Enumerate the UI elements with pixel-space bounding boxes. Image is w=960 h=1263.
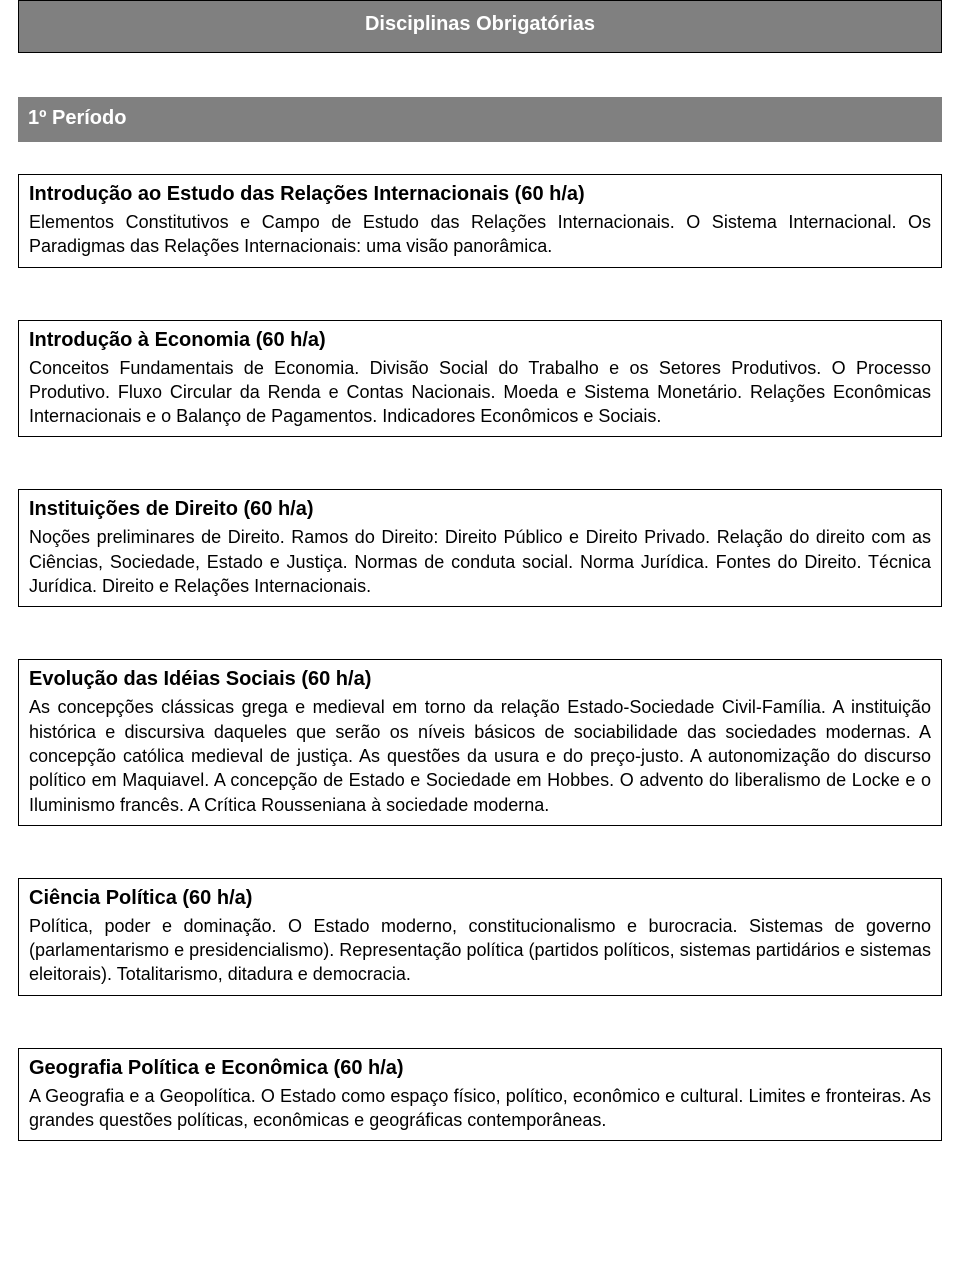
period-band: 1º Período <box>18 97 942 142</box>
course-title: Ciência Política (60 h/a) <box>29 885 931 912</box>
course-title: Introdução ao Estudo das Relações Intern… <box>29 181 931 208</box>
course-box: Instituições de Direito (60 h/a) Noções … <box>18 489 942 607</box>
course-box: Introdução ao Estudo das Relações Intern… <box>18 174 942 268</box>
course-box: Ciência Política (60 h/a) Política, pode… <box>18 878 942 996</box>
course-title: Introdução à Economia (60 h/a) <box>29 327 931 354</box>
course-box: Evolução das Idéias Sociais (60 h/a) As … <box>18 659 942 825</box>
course-body: As concepções clássicas grega e medieval… <box>29 695 931 816</box>
course-box: Introdução à Economia (60 h/a) Conceitos… <box>18 320 942 438</box>
course-body: A Geografia e a Geopolítica. O Estado co… <box>29 1084 931 1133</box>
course-body: Conceitos Fundamentais de Economia. Divi… <box>29 356 931 429</box>
course-box: Geografia Política e Econômica (60 h/a) … <box>18 1048 942 1142</box>
course-title: Evolução das Idéias Sociais (60 h/a) <box>29 666 931 693</box>
banner: Disciplinas Obrigatórias <box>18 0 942 53</box>
banner-title: Disciplinas Obrigatórias <box>365 13 595 35</box>
page-container: Disciplinas Obrigatórias 1º Período Intr… <box>0 0 960 1223</box>
course-body: Noções preliminares de Direito. Ramos do… <box>29 525 931 598</box>
course-body: Elementos Constitutivos e Campo de Estud… <box>29 210 931 259</box>
course-title: Instituições de Direito (60 h/a) <box>29 496 931 523</box>
course-body: Política, poder e dominação. O Estado mo… <box>29 914 931 987</box>
period-label: 1º Período <box>28 107 126 129</box>
course-title: Geografia Política e Econômica (60 h/a) <box>29 1055 931 1082</box>
